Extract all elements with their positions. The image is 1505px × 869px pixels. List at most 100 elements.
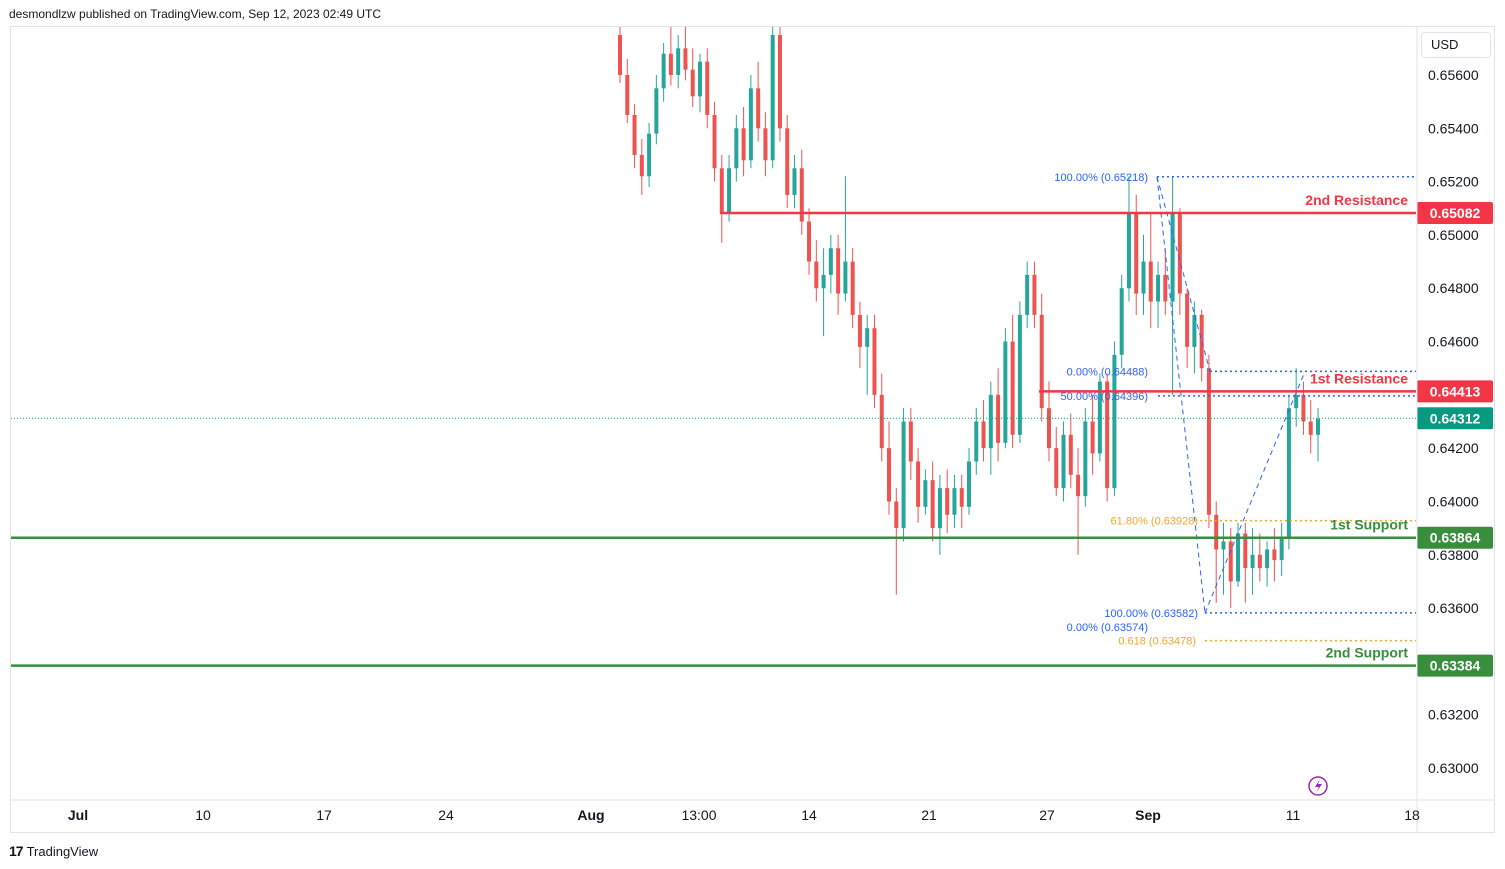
candle-body	[916, 461, 921, 507]
candle	[908, 408, 913, 481]
candle-body	[1090, 421, 1095, 454]
candle	[1148, 213, 1153, 329]
candle	[1010, 314, 1015, 449]
candle-body	[1046, 408, 1051, 449]
candle-body	[676, 48, 681, 75]
candle-body	[814, 261, 819, 289]
price-tick-label: 0.64000	[1428, 493, 1479, 509]
candle-body	[1228, 541, 1233, 582]
candle-body	[1010, 341, 1015, 435]
candle-body	[639, 154, 644, 177]
chart-frame[interactable]	[10, 26, 1495, 833]
candle-body	[887, 448, 892, 502]
time-axis[interactable]: Jul 10 17 24 Aug 13:00 14 21 27 Sep 11 18	[11, 799, 1494, 823]
candle-body	[1039, 314, 1044, 409]
candle	[1097, 373, 1102, 462]
candle-body	[974, 421, 979, 462]
candle	[850, 248, 855, 329]
candle-body	[777, 34, 782, 129]
candle	[748, 74, 753, 169]
candle	[639, 138, 644, 195]
candle-body	[959, 488, 964, 507]
candle-body	[1316, 418, 1320, 435]
price-tick-label: 0.63000	[1428, 760, 1479, 776]
candle-body	[647, 133, 652, 177]
level-price-badge	[1417, 202, 1493, 225]
candle-body	[1199, 314, 1204, 369]
candle-body	[828, 248, 833, 275]
candle-body	[923, 480, 928, 507]
candle	[959, 474, 964, 529]
candle-body	[1177, 213, 1182, 294]
fib-level-label: 50.00% (0.64396)	[1061, 391, 1148, 403]
candle	[937, 474, 942, 555]
candle-body	[857, 314, 862, 347]
candle	[1039, 293, 1044, 422]
candle-body	[836, 248, 841, 294]
candle-body	[712, 114, 717, 169]
candle-body	[741, 128, 746, 161]
replay-icon[interactable]	[1308, 776, 1328, 796]
candle	[945, 469, 950, 534]
candle-body	[1083, 421, 1088, 497]
candle	[1126, 176, 1131, 302]
candle	[1156, 261, 1161, 329]
candle	[741, 106, 746, 177]
candle-body	[1025, 274, 1030, 315]
candle-body	[1243, 533, 1248, 569]
price-axis[interactable]: 0.65600 0.65400 0.65200 0.65000 0.64800 0.646…	[1416, 27, 1479, 832]
time-tick-label: Jul	[68, 807, 88, 823]
last-price-badge	[1417, 407, 1493, 430]
tradingview-logo[interactable]: 17 TradingView	[9, 843, 98, 859]
time-tick-label: 18	[1404, 807, 1420, 823]
candle	[952, 474, 957, 529]
candle-body	[799, 168, 804, 222]
candle	[756, 61, 761, 142]
candle	[807, 208, 812, 275]
candle	[1090, 394, 1095, 475]
candle-body	[1112, 354, 1117, 489]
candle	[1228, 528, 1233, 609]
candle	[1243, 522, 1248, 603]
candle-body	[1185, 293, 1190, 347]
currency-selector[interactable]: USD	[1421, 32, 1491, 58]
candle	[1017, 301, 1022, 443]
level-price-text: 0.64413	[1430, 383, 1481, 399]
resistance-level: 1st Resistance 0.64413	[1039, 370, 1493, 403]
candle-body	[748, 88, 753, 161]
candle	[1134, 194, 1139, 315]
candle	[712, 101, 717, 182]
price-tick-label: 0.64200	[1428, 440, 1479, 456]
candle-body	[1134, 213, 1139, 294]
candle	[690, 48, 695, 107]
candle	[719, 154, 724, 243]
time-tick-label: 27	[1039, 807, 1055, 823]
candle-body	[1301, 394, 1306, 422]
candle-body	[872, 328, 877, 395]
candle-body	[1272, 549, 1277, 561]
candle	[734, 114, 739, 182]
candle	[1257, 533, 1262, 582]
time-tick-label: 14	[801, 807, 817, 823]
candle-body	[894, 501, 899, 529]
fib-level-label: 100.00% (0.63582)	[1104, 608, 1198, 620]
candle	[727, 154, 732, 222]
candle-body	[850, 261, 855, 315]
tradingview-logo-text: TradingView	[26, 843, 99, 859]
time-tick-label: 10	[195, 807, 211, 823]
candle-body	[1156, 274, 1161, 302]
candle	[799, 149, 804, 235]
candle	[872, 314, 877, 409]
candle-body	[930, 480, 935, 529]
candle	[654, 74, 659, 145]
price-tick-label: 0.64600	[1428, 334, 1479, 350]
resistance-level: 2nd Resistance 0.65082	[720, 192, 1493, 225]
candle-body	[683, 48, 688, 70]
candle	[1316, 408, 1320, 462]
candle-body	[618, 34, 622, 75]
candle-body	[697, 61, 702, 97]
candle	[1163, 248, 1168, 315]
price-tick-label: 0.65200	[1428, 174, 1479, 190]
candle-body	[1236, 533, 1241, 582]
